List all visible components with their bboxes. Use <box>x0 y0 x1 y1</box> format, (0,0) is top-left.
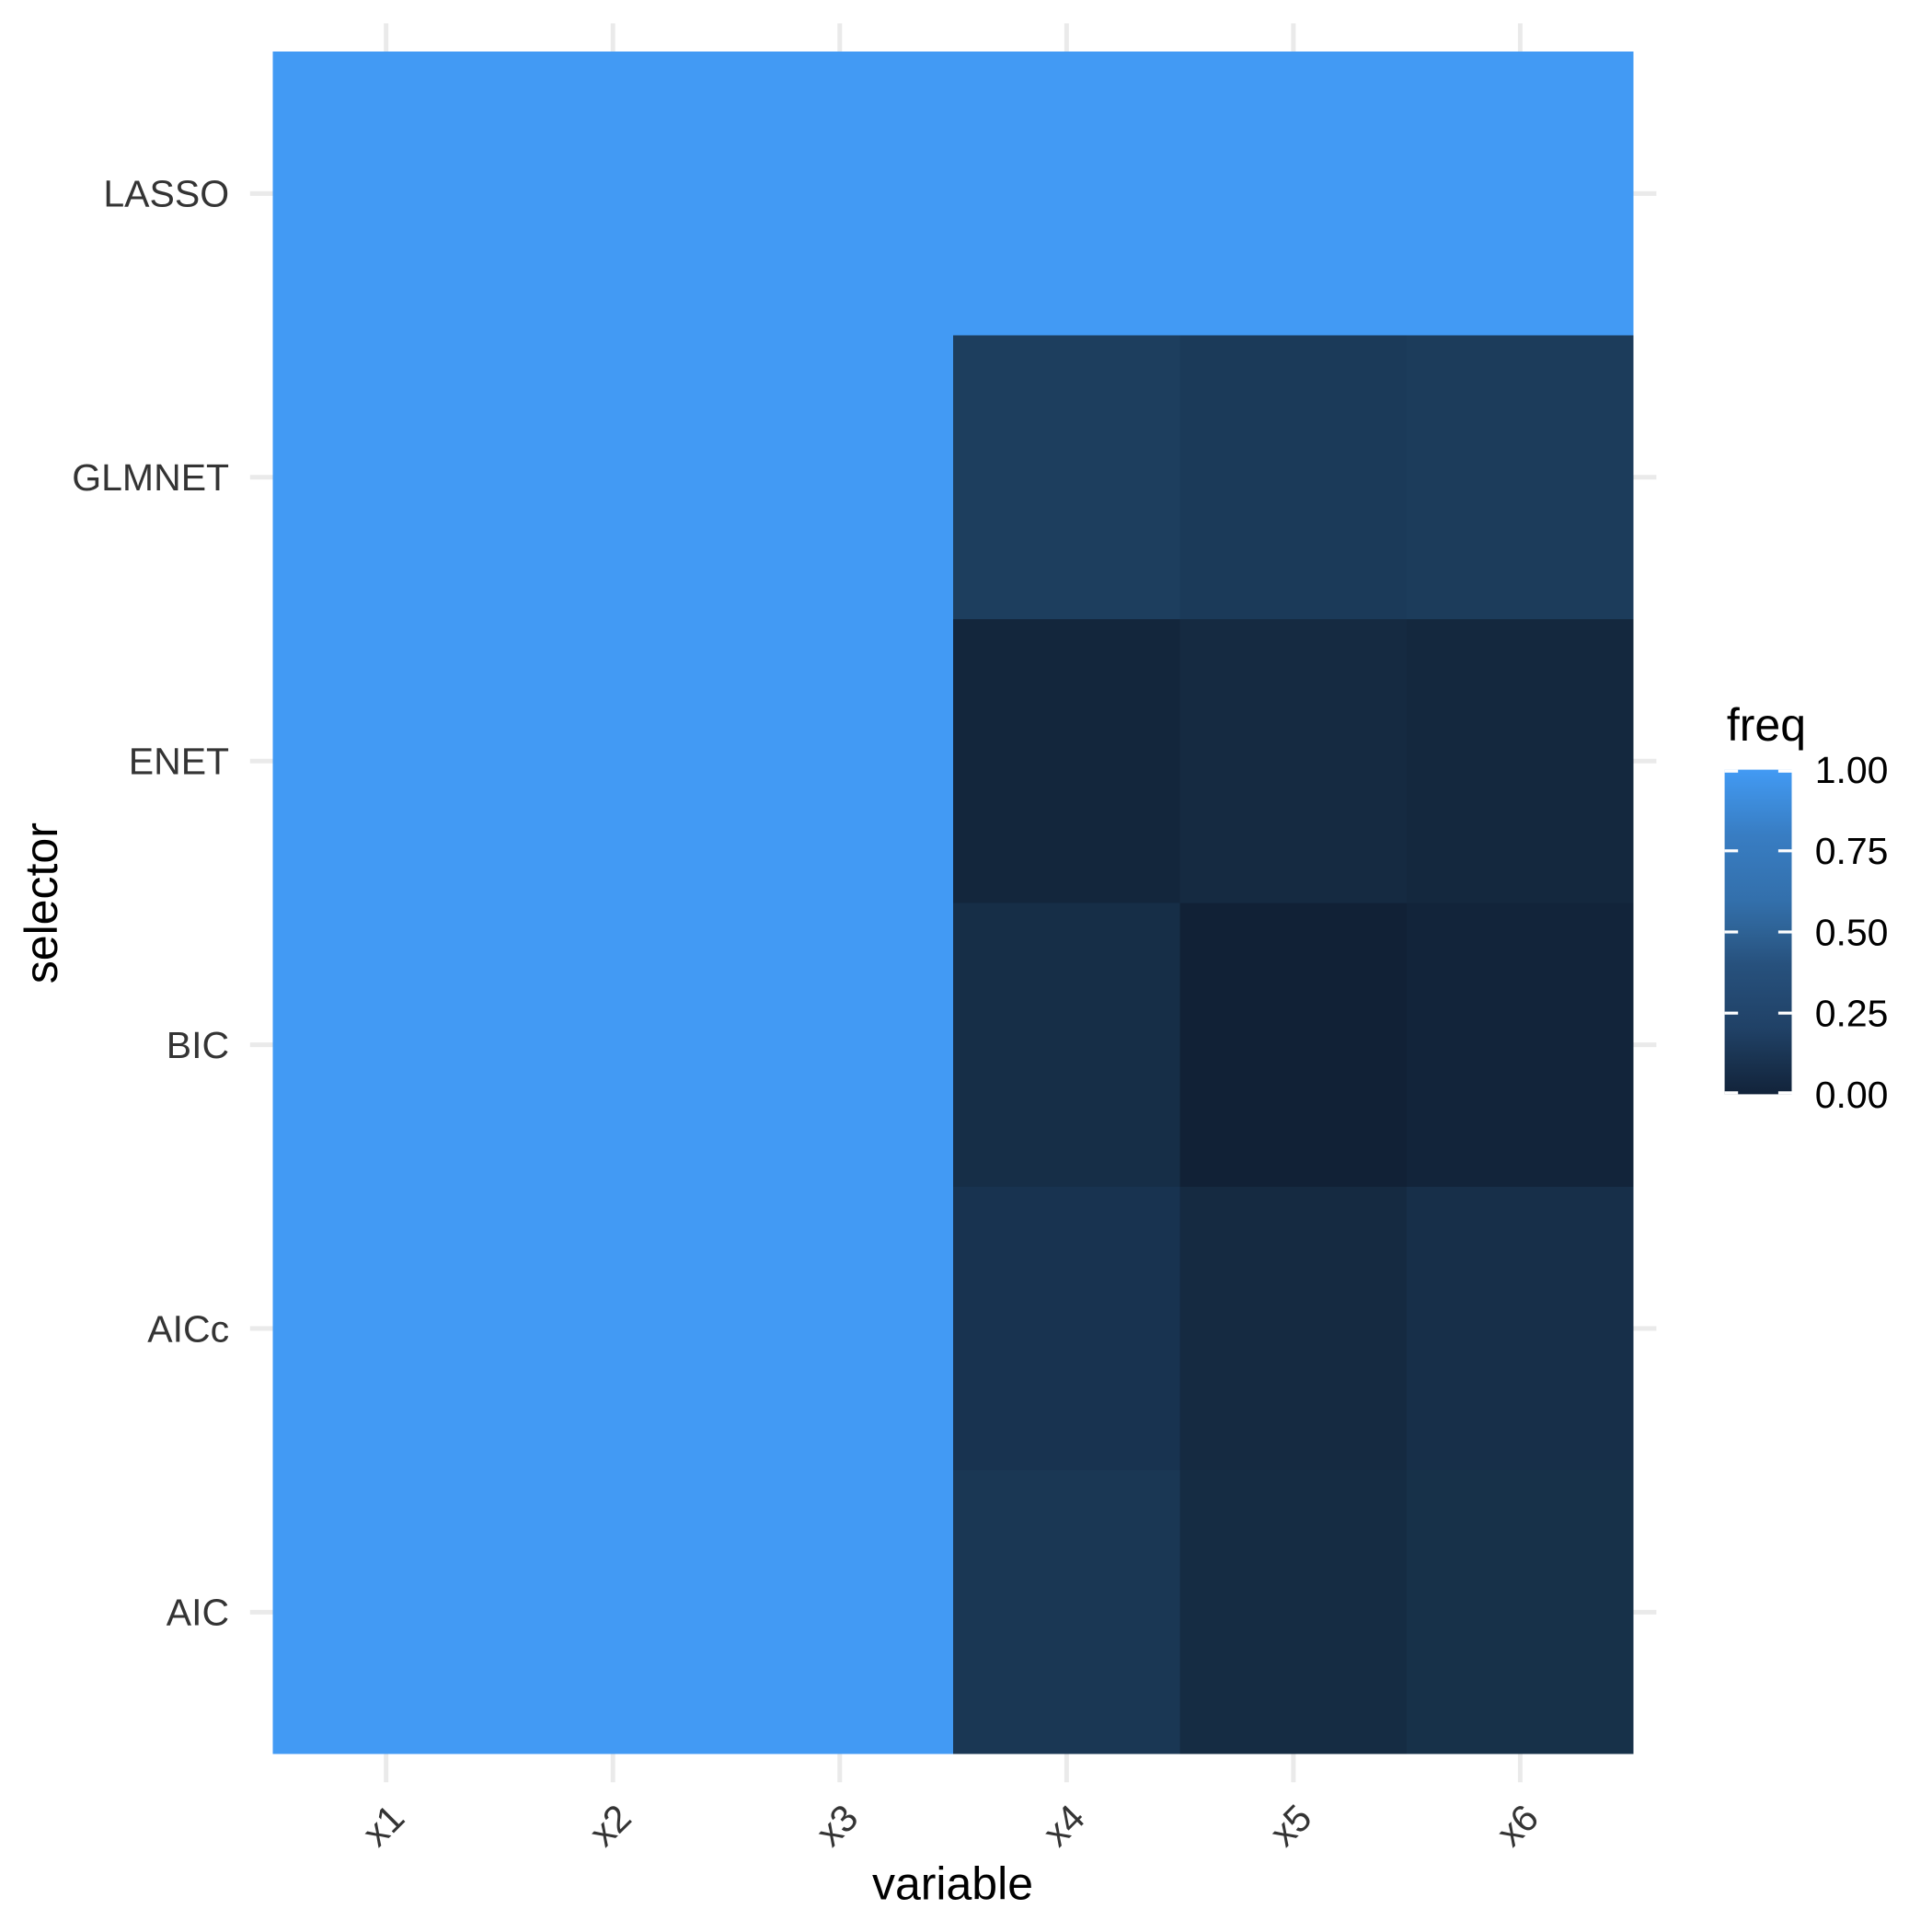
svg-text:0.25: 0.25 <box>1815 993 1889 1035</box>
svg-text:0.00: 0.00 <box>1815 1074 1889 1116</box>
svg-text:0.75: 0.75 <box>1815 830 1889 872</box>
svg-text:1.00: 1.00 <box>1815 749 1889 791</box>
svg-text:LASSO: LASSO <box>103 173 229 215</box>
svg-text:AIC: AIC <box>167 1592 229 1634</box>
svg-text:selector: selector <box>16 822 67 983</box>
svg-text:ENET: ENET <box>129 741 229 783</box>
svg-text:freq: freq <box>1727 699 1806 751</box>
svg-text:AICc: AICc <box>147 1307 229 1350</box>
svg-text:variable: variable <box>872 1858 1033 1910</box>
svg-text:0.50: 0.50 <box>1815 911 1889 953</box>
svg-text:BIC: BIC <box>167 1024 229 1066</box>
svg-text:GLMNET: GLMNET <box>72 456 229 499</box>
